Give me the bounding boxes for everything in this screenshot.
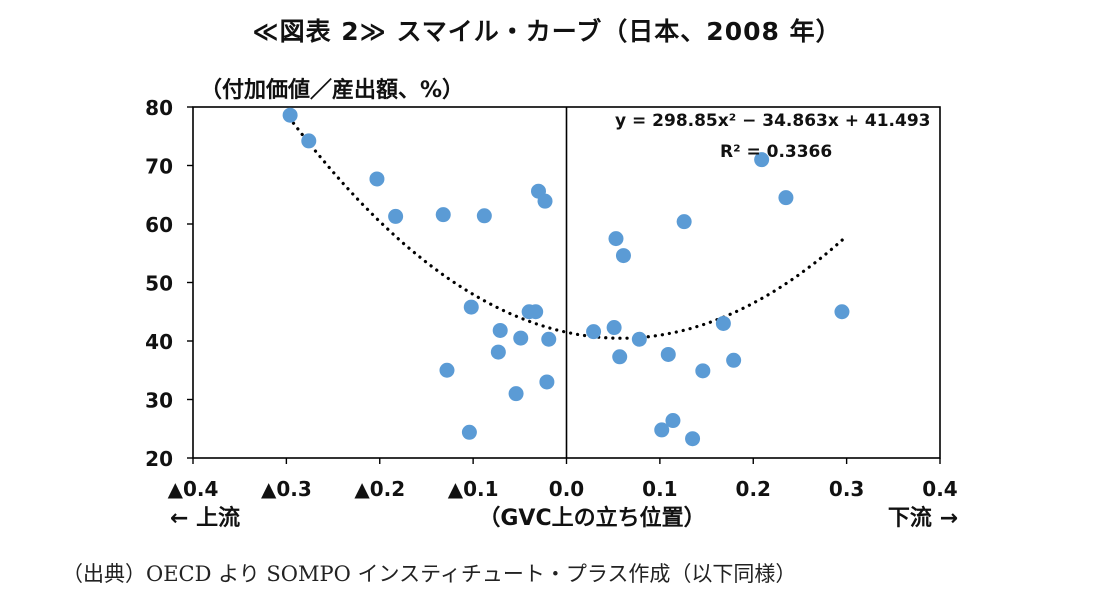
- data-point: [606, 320, 622, 336]
- data-point: [301, 133, 317, 149]
- data-point: [612, 349, 628, 365]
- data-point: [834, 304, 850, 320]
- x-axis-label: （GVC上の立ち位置）: [478, 505, 705, 531]
- data-point: [388, 208, 404, 224]
- data-point: [715, 315, 731, 331]
- scatter-chart: （付加価値／産出額、%） 20 30 40 50 60 70 80 ▲0.4 ▲0.3 ▲0.2…: [145, 77, 958, 531]
- y-tick-label: 30: [145, 389, 173, 413]
- x-tick-label: 0.3: [829, 477, 864, 501]
- y-tick-labels: 20 30 40 50 60 70 80: [145, 96, 193, 471]
- y-tick-label: 50: [145, 272, 173, 296]
- data-point: [439, 362, 455, 378]
- data-point: [726, 352, 742, 368]
- x-axis-downstream-label: 下流 →: [888, 505, 958, 531]
- data-point: [754, 152, 770, 168]
- source-note: （出典）OECD より SOMPO インスティチュート・プラス作成（以下同様）: [62, 562, 797, 586]
- x-tick-label: ▲0.4: [168, 477, 219, 501]
- data-point: [665, 413, 681, 429]
- data-point: [435, 207, 451, 223]
- x-tick-label: ▲0.1: [448, 477, 499, 501]
- data-point: [282, 107, 298, 123]
- x-tick-label: 0.2: [736, 477, 771, 501]
- data-point: [463, 299, 479, 315]
- chart-title: ≪図表 2≫ スマイル・カーブ（日本、2008 年）: [252, 17, 842, 46]
- trendline-r-squared: R² = 0.3366: [720, 142, 832, 162]
- data-point: [654, 422, 670, 438]
- trendline: [287, 115, 846, 340]
- x-tick-label: ▲0.3: [261, 477, 312, 501]
- data-point: [369, 171, 385, 187]
- data-point: [537, 193, 553, 209]
- y-tick-label: 70: [145, 155, 173, 179]
- x-tick-labels: ▲0.4 ▲0.3 ▲0.2 ▲0.1 0.0 0.1 0.2 0.3 0.4: [168, 458, 958, 501]
- data-point: [541, 331, 557, 347]
- data-point: [461, 424, 477, 440]
- data-point: [660, 346, 676, 362]
- x-tick-label: 0.0: [549, 477, 584, 501]
- data-point: [539, 374, 555, 390]
- y-tick-label: 60: [145, 213, 173, 237]
- data-point: [490, 344, 506, 360]
- x-tick-label: ▲0.2: [354, 477, 405, 501]
- y-tick-label: 40: [145, 330, 173, 354]
- x-tick-label: 0.4: [922, 477, 957, 501]
- data-point: [476, 208, 492, 224]
- data-point: [676, 214, 692, 230]
- trendline-curve: [287, 115, 846, 340]
- y-tick-label: 20: [145, 447, 173, 471]
- data-point: [778, 190, 794, 206]
- data-point: [695, 363, 711, 379]
- data-point: [608, 231, 624, 247]
- data-point: [528, 304, 544, 320]
- data-point: [508, 386, 524, 402]
- trendline-equation: y = 298.85x² − 34.863x + 41.493: [615, 111, 931, 131]
- y-axis-label: （付加価値／産出額、%）: [200, 77, 464, 103]
- data-point: [615, 248, 631, 264]
- data-point: [685, 431, 701, 447]
- data-point: [513, 330, 529, 346]
- data-point: [631, 331, 647, 347]
- x-tick-label: 0.1: [642, 477, 677, 501]
- data-point: [492, 322, 508, 338]
- y-tick-label: 80: [145, 96, 173, 120]
- x-axis-upstream-label: ← 上流: [170, 505, 240, 531]
- data-point: [586, 324, 602, 340]
- data-points: [282, 107, 850, 447]
